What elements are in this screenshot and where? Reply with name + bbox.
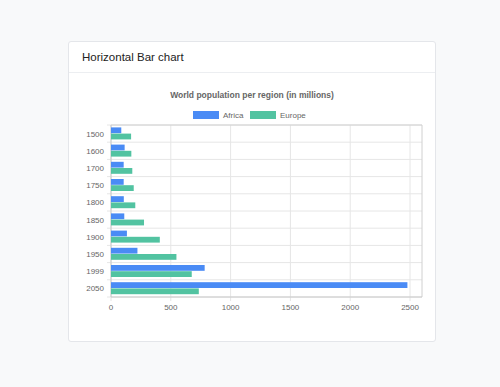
bar bbox=[111, 271, 192, 277]
bar bbox=[111, 265, 205, 271]
category-label: 1999 bbox=[86, 267, 104, 276]
category-label: 1900 bbox=[86, 233, 104, 242]
category-grid bbox=[107, 228, 422, 229]
grid-line bbox=[290, 125, 291, 301]
category-label: 1600 bbox=[86, 147, 104, 156]
bar bbox=[111, 185, 134, 191]
category-grid bbox=[107, 297, 422, 298]
bar bbox=[111, 179, 124, 185]
tick-label: 1000 bbox=[222, 303, 240, 312]
category-grid bbox=[107, 262, 422, 263]
category-label: 1950 bbox=[86, 250, 104, 259]
bar bbox=[111, 202, 135, 208]
category-label: 1800 bbox=[86, 198, 104, 207]
tick-label: 0 bbox=[109, 303, 114, 312]
grid-line bbox=[350, 125, 351, 301]
bar bbox=[111, 254, 176, 260]
bar bbox=[111, 196, 124, 202]
category-label: 2050 bbox=[86, 284, 104, 293]
category-label: 1750 bbox=[86, 181, 104, 190]
bar bbox=[111, 145, 125, 151]
tick-label: 500 bbox=[164, 303, 178, 312]
tick-label: 2500 bbox=[401, 303, 419, 312]
axis-line bbox=[111, 297, 422, 298]
legend-label: Africa bbox=[223, 111, 244, 120]
category-grid bbox=[107, 211, 422, 212]
bar bbox=[111, 162, 124, 168]
bar bbox=[111, 127, 121, 133]
bar bbox=[111, 248, 137, 254]
chart: World population per region (in millions… bbox=[0, 0, 500, 387]
axis-line bbox=[422, 125, 423, 297]
legend-swatch bbox=[250, 111, 276, 119]
category-grid bbox=[107, 176, 422, 177]
category-grid bbox=[107, 245, 422, 246]
grid-line bbox=[410, 125, 411, 301]
bar bbox=[111, 134, 131, 140]
category-grid bbox=[107, 193, 422, 194]
legend-swatch bbox=[193, 111, 219, 119]
bars bbox=[111, 127, 407, 294]
axis-line bbox=[111, 125, 422, 126]
legend-label: Europe bbox=[280, 111, 306, 120]
bar bbox=[111, 288, 199, 294]
card-header: Horizontal Bar chart bbox=[69, 42, 435, 73]
bar bbox=[111, 168, 132, 174]
category-grid bbox=[107, 142, 422, 143]
bar bbox=[111, 282, 407, 288]
tick-label: 2000 bbox=[341, 303, 359, 312]
category-grid bbox=[107, 125, 422, 126]
category-grid bbox=[107, 159, 422, 160]
bar bbox=[111, 231, 127, 237]
category-grid bbox=[107, 279, 422, 280]
bar bbox=[111, 213, 124, 219]
bar bbox=[111, 151, 131, 157]
tick-label: 1500 bbox=[282, 303, 300, 312]
card-title: Horizontal Bar chart bbox=[82, 51, 184, 63]
bar bbox=[111, 220, 144, 226]
category-label: 1500 bbox=[86, 130, 104, 139]
chart-title: World population per region (in millions… bbox=[170, 90, 334, 100]
category-label: 1700 bbox=[86, 164, 104, 173]
grid-line bbox=[230, 125, 231, 301]
category-label: 1850 bbox=[86, 216, 104, 225]
bar bbox=[111, 237, 160, 243]
